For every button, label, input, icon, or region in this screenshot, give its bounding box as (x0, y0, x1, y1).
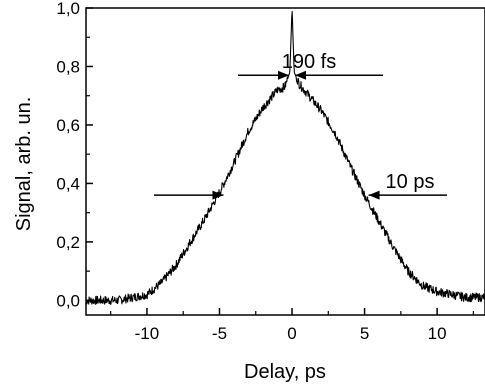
x-tick-label: 0 (287, 324, 296, 343)
annotation-190fs: 190 fs (282, 51, 336, 73)
arrow-190fs-left-head (278, 70, 290, 80)
y-tick-label: 0,0 (56, 291, 80, 310)
arrow-10ps-right-head (368, 190, 380, 200)
annotations: 190 fs 10 ps (154, 51, 447, 200)
signal-trace (85, 11, 485, 305)
x-tick-label: -5 (212, 324, 227, 343)
x-tick-label: 10 (428, 324, 447, 343)
y-axis-title: Signal, arb. un. (13, 97, 35, 232)
x-axis-ticks: -10 -5 0 5 10 (110, 308, 474, 343)
x-tick-label: 5 (360, 324, 369, 343)
x-axis-title: Delay, ps (244, 361, 326, 383)
y-tick-label: 0,2 (56, 233, 80, 252)
y-tick-label: 0,4 (56, 174, 80, 193)
y-tick-label: 0,6 (56, 116, 80, 135)
y-axis-ticks: 0,0 0,2 0,4 0,6 0,8 1,0 (56, 0, 93, 310)
annotation-10ps: 10 ps (386, 171, 435, 193)
arrow-10ps-left-head (212, 190, 224, 200)
x-tick-label: -10 (135, 324, 160, 343)
arrow-190fs-right-head (295, 70, 307, 80)
plot-frame (85, 7, 485, 316)
y-tick-label: 1,0 (56, 0, 80, 18)
y-tick-label: 0,8 (56, 57, 80, 76)
